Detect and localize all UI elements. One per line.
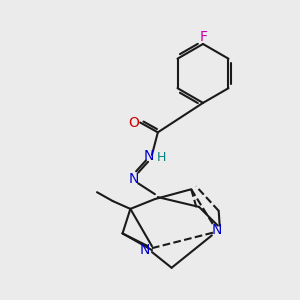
Text: N: N bbox=[129, 172, 140, 186]
Text: O: O bbox=[128, 116, 139, 130]
Text: F: F bbox=[200, 30, 208, 44]
Text: N: N bbox=[212, 224, 222, 238]
Text: N: N bbox=[140, 243, 150, 257]
Text: H: H bbox=[157, 152, 167, 164]
Text: N: N bbox=[144, 149, 154, 163]
